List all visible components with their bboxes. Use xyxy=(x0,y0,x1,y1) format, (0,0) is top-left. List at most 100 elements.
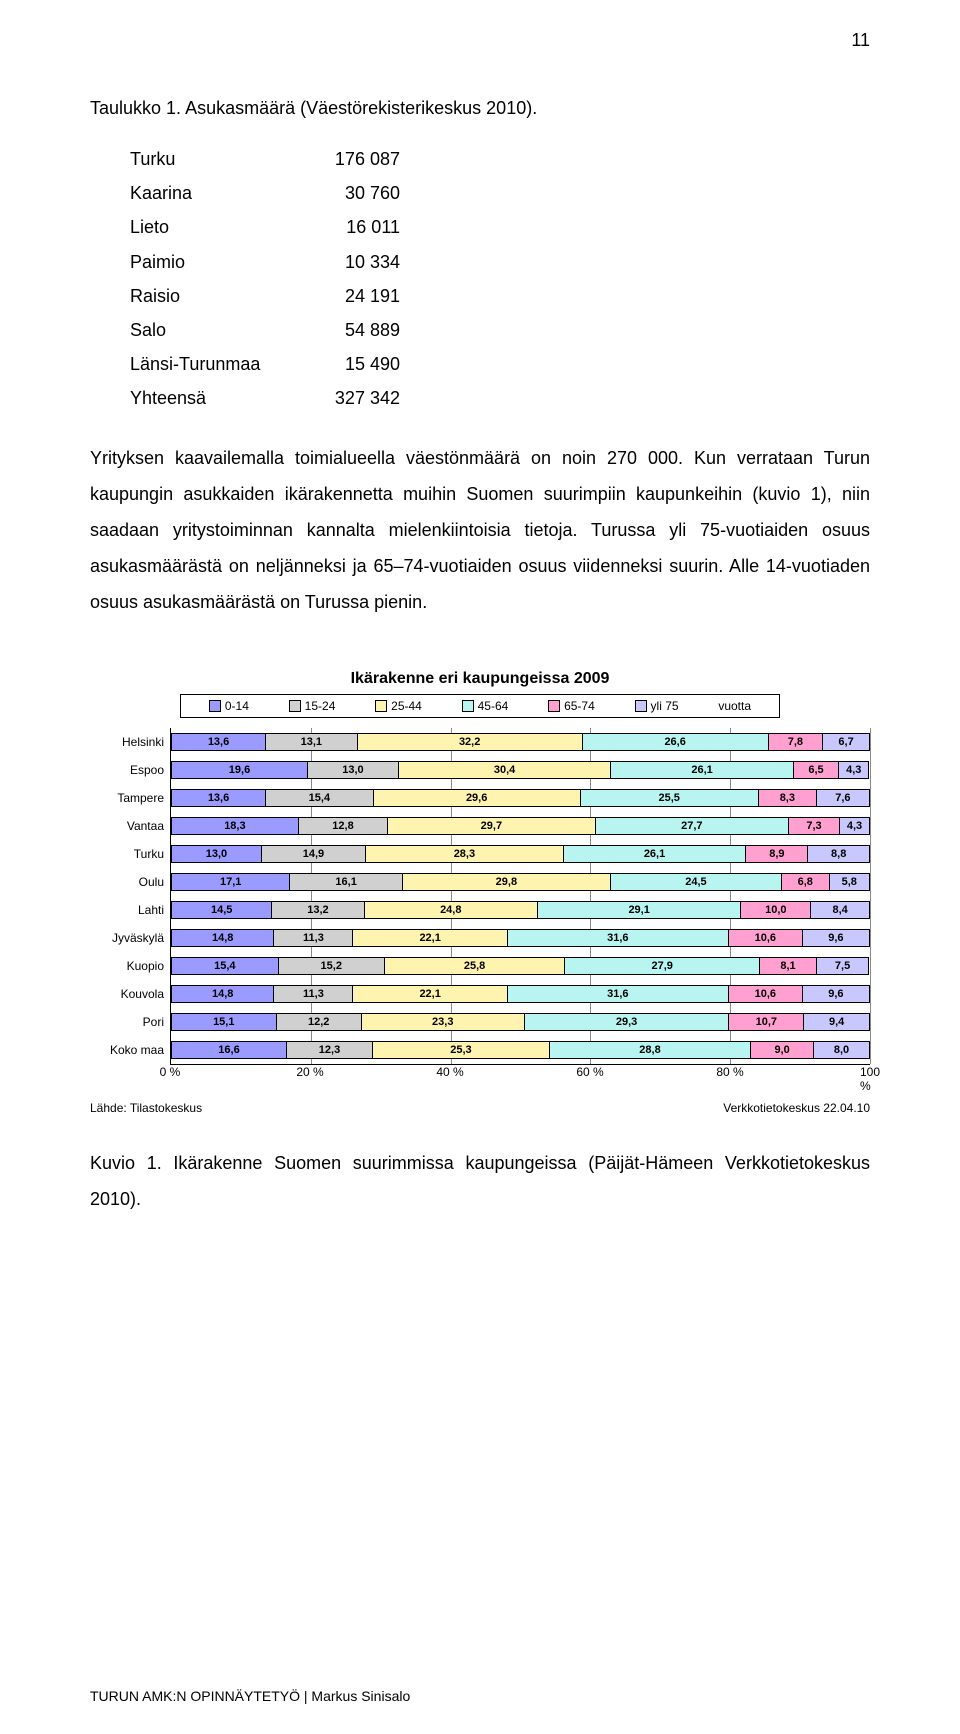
legend-item: 0-14 xyxy=(209,699,249,713)
bar-row: 13,014,928,326,18,98,8 xyxy=(171,840,870,868)
city-label: Jyväskylä xyxy=(90,924,164,952)
bar-segment: 29,8 xyxy=(403,873,611,891)
bar-segment: 13,6 xyxy=(171,789,266,807)
bar-segment: 13,1 xyxy=(266,733,358,751)
bar-segment: 7,8 xyxy=(769,733,824,751)
bar-segment: 31,6 xyxy=(508,929,729,947)
table-heading: Taulukko 1. Asukasmäärä (Väestörekisteri… xyxy=(90,90,870,126)
bar-segment: 22,1 xyxy=(353,929,507,947)
bar-segment: 8,9 xyxy=(746,845,808,863)
bar-segment: 26,6 xyxy=(583,733,769,751)
legend-item: 25-44 xyxy=(375,699,422,713)
bar-row: 13,615,429,625,58,37,6 xyxy=(171,784,870,812)
value-cell: 327 342 xyxy=(310,381,400,415)
bar-segment: 9,6 xyxy=(803,929,870,947)
chart-source-left: Lähde: Tilastokeskus xyxy=(90,1101,202,1115)
legend-item: 65-74 xyxy=(548,699,595,713)
bar-segment: 15,2 xyxy=(279,957,385,975)
bar-segment: 7,5 xyxy=(817,957,869,975)
bar-segment: 25,3 xyxy=(373,1041,550,1059)
bar-segment: 12,3 xyxy=(287,1041,373,1059)
bar-segment: 12,8 xyxy=(299,817,388,835)
bar-segment: 8,1 xyxy=(760,957,817,975)
legend-suffix: vuotta xyxy=(718,699,751,713)
bar-segment: 23,3 xyxy=(362,1013,525,1031)
city-cell: Yhteensä xyxy=(130,381,310,415)
bar-segment: 9,0 xyxy=(751,1041,814,1059)
table-row: Paimio10 334 xyxy=(130,245,870,279)
chart-plot-area: 13,613,132,226,67,86,719,613,030,426,16,… xyxy=(170,728,870,1065)
bar-segment: 30,4 xyxy=(399,761,611,779)
bar-segment: 19,6 xyxy=(171,761,308,779)
bar-segment: 29,6 xyxy=(374,789,581,807)
bar-segment: 27,7 xyxy=(596,817,789,835)
bar-row: 18,312,829,727,77,34,3 xyxy=(171,812,870,840)
bar-segment: 18,3 xyxy=(171,817,299,835)
table-row: Salo54 889 xyxy=(130,313,870,347)
bar-segment: 7,3 xyxy=(789,817,840,835)
legend-swatch xyxy=(635,700,647,712)
legend-label: 45-64 xyxy=(478,699,509,713)
bar-segment: 9,6 xyxy=(803,985,870,1003)
city-label: Oulu xyxy=(90,868,164,896)
age-structure-chart: Ikärakenne eri kaupungeissa 2009 0-14 15-… xyxy=(90,670,870,1115)
city-cell: Lieto xyxy=(130,210,310,244)
bar-segment: 28,8 xyxy=(550,1041,751,1059)
bar-row: 19,613,030,426,16,54,3 xyxy=(171,756,870,784)
legend-label: 25-44 xyxy=(391,699,422,713)
table-row: Yhteensä327 342 xyxy=(130,381,870,415)
bar-segment: 15,4 xyxy=(171,957,279,975)
x-tick-label: 0 % xyxy=(160,1065,181,1079)
bar-segment: 6,8 xyxy=(782,873,829,891)
bar-segment: 17,1 xyxy=(171,873,290,891)
x-tick-label: 80 % xyxy=(716,1065,743,1079)
bar-segment: 26,1 xyxy=(564,845,746,863)
bar-segment: 4,3 xyxy=(839,761,869,779)
bar-segment: 13,2 xyxy=(272,901,364,919)
table-row: Raisio24 191 xyxy=(130,279,870,313)
chart-title: Ikärakenne eri kaupungeissa 2009 xyxy=(90,670,870,688)
bar-row: 14,811,322,131,610,69,6 xyxy=(171,980,870,1008)
city-label: Vantaa xyxy=(90,812,164,840)
bar-row: 14,811,322,131,610,69,6 xyxy=(171,924,870,952)
city-label: Kouvola xyxy=(90,980,164,1008)
bar-segment: 10,6 xyxy=(729,929,803,947)
bar-segment: 28,3 xyxy=(366,845,564,863)
city-cell: Kaarina xyxy=(130,176,310,210)
value-cell: 10 334 xyxy=(310,245,400,279)
bar-segment: 8,8 xyxy=(808,845,870,863)
bar-segment: 10,0 xyxy=(741,901,811,919)
bar-segment: 8,4 xyxy=(811,901,870,919)
bar-segment: 16,1 xyxy=(290,873,402,891)
city-label: Tampere xyxy=(90,784,164,812)
city-cell: Raisio xyxy=(130,279,310,313)
city-label: Koko maa xyxy=(90,1036,164,1064)
legend-swatch xyxy=(209,700,221,712)
city-label: Turku xyxy=(90,840,164,868)
x-tick-label: 60 % xyxy=(576,1065,603,1079)
city-label: Lahti xyxy=(90,896,164,924)
bar-segment: 25,5 xyxy=(581,789,759,807)
bar-segment: 13,6 xyxy=(171,733,266,751)
page-footer: TURUN AMK:N OPINNÄYTETYÖ | Markus Sinisa… xyxy=(90,1688,410,1704)
bar-row: 13,613,132,226,67,86,7 xyxy=(171,728,870,756)
bar-segment: 14,9 xyxy=(262,845,366,863)
city-cell: Paimio xyxy=(130,245,310,279)
legend-item: 45-64 xyxy=(462,699,509,713)
legend-swatch xyxy=(375,700,387,712)
bar-segment: 24,5 xyxy=(611,873,782,891)
bar-segment: 8,0 xyxy=(814,1041,870,1059)
bar-segment: 31,6 xyxy=(508,985,729,1003)
bar-segment: 29,3 xyxy=(525,1013,730,1031)
legend-swatch xyxy=(289,700,301,712)
value-cell: 30 760 xyxy=(310,176,400,210)
bar-row: 15,112,223,329,310,79,4 xyxy=(171,1008,870,1036)
legend-item: 15-24 xyxy=(289,699,336,713)
value-cell: 16 011 xyxy=(310,210,400,244)
bar-segment: 4,3 xyxy=(840,817,870,835)
bar-row: 16,612,325,328,89,08,0 xyxy=(171,1036,870,1064)
city-cell: Länsi-Turunmaa xyxy=(130,347,310,381)
chart-source-right: Verkkotietokeskus 22.04.10 xyxy=(723,1101,870,1115)
bar-segment: 11,3 xyxy=(274,929,353,947)
chart-y-axis-labels: HelsinkiEspooTampereVantaaTurkuOuluLahti… xyxy=(90,728,170,1065)
